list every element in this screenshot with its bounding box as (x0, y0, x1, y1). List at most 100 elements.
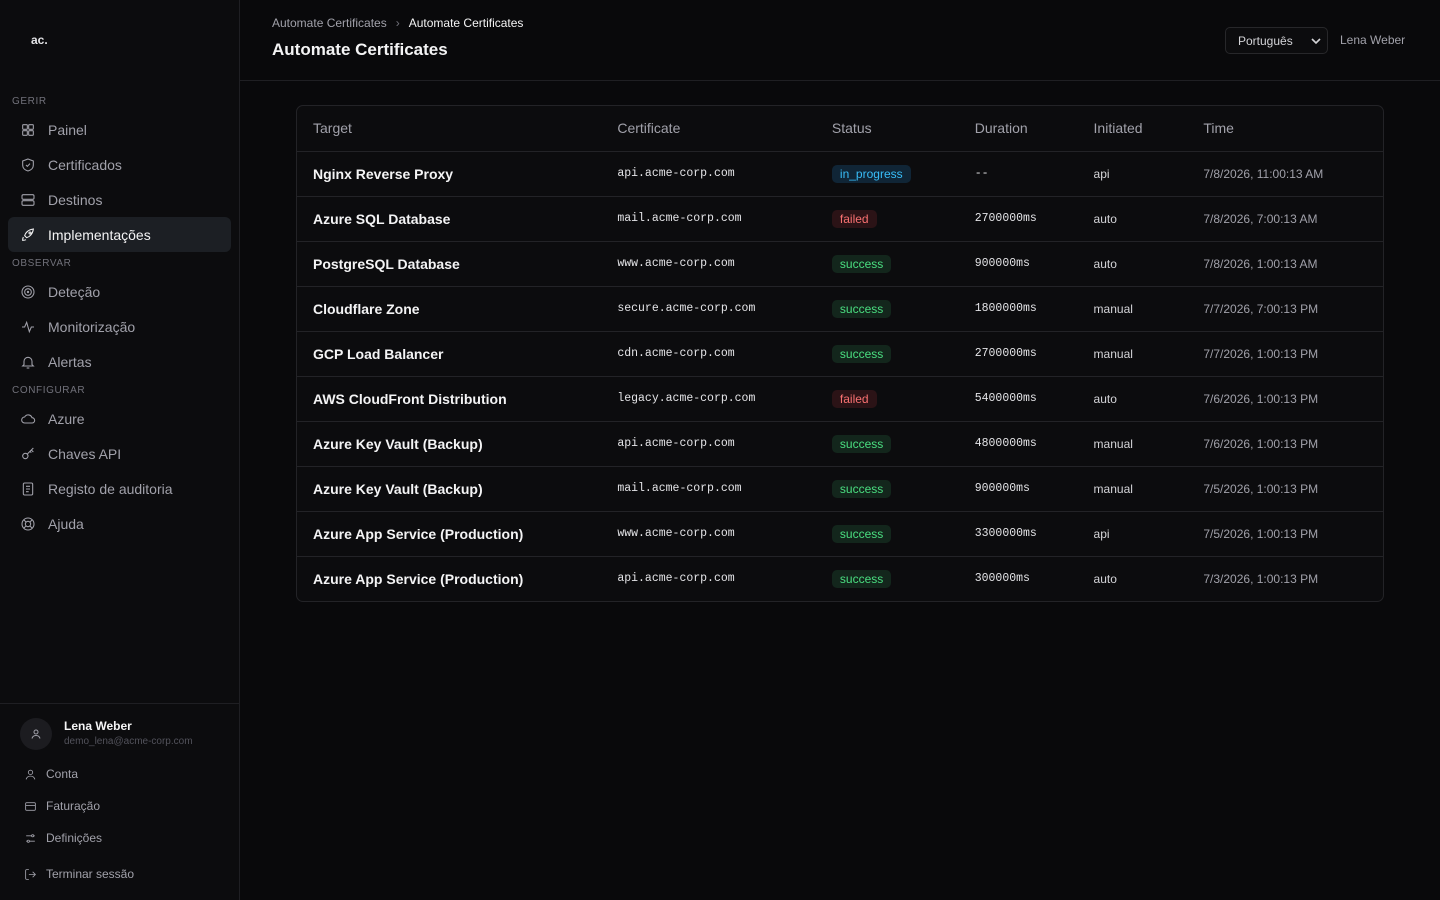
nav-icon (22, 481, 34, 496)
table-cell: 4800000ms (974, 421, 1094, 467)
language-select[interactable]: Português (1225, 27, 1328, 54)
link-label: Terminar sessão (46, 867, 135, 881)
table-cell: api (1093, 151, 1204, 197)
table-row[interactable]: Nginx Reverse Proxy api.acme-corp.com in_p… (297, 151, 1383, 197)
header-user[interactable]: Lena Weber (1340, 33, 1406, 47)
cell-text: mail.acme-corp.com (617, 212, 742, 225)
table-row[interactable]: Azure SQL Database mail.acme-corp.com fail… (297, 196, 1383, 242)
deployments-table: Target Certificate Status Duration Initiated… (297, 106, 1383, 601)
breadcrumb-item[interactable]: Automate Certificates (272, 16, 387, 30)
table-row[interactable]: GCP Load Balancer cdn.acme-corp.com succes… (297, 331, 1383, 377)
table-head: Target Certificate Status Duration Initiated… (297, 106, 1383, 152)
cell-text: www.acme-corp.com (617, 527, 735, 540)
status-badge: success (831, 434, 892, 453)
settings-link[interactable]: Definições (24, 831, 102, 845)
nav-item[interactable]: Ajuda (8, 506, 231, 541)
header-row: Target Certificate Status Duration Initiated… (297, 106, 1383, 152)
nav-item[interactable]: Painel (8, 112, 231, 147)
nav-label: Azure (48, 410, 85, 427)
table-cell: mail.acme-corp.com (617, 466, 832, 512)
breadcrumb-item: Automate Certificates (408, 16, 524, 30)
table-row[interactable]: Cloudflare Zone secure.acme-corp.com succe… (297, 286, 1383, 332)
table-cell: success (831, 556, 975, 601)
table-cell: 5400000ms (974, 376, 1094, 422)
status-badge: success (831, 479, 892, 498)
column-header: Time (1203, 106, 1383, 152)
cell-text: PostgreSQL Database (313, 255, 460, 272)
nav-label: Registo de auditoria (48, 480, 173, 497)
cell-text: 900000ms (974, 482, 1030, 495)
nav-icon (22, 123, 34, 136)
table-row[interactable]: Azure App Service (Production) www.acme-c… (297, 511, 1383, 557)
table-row[interactable]: Azure Key Vault (Backup) mail.acme-corp.c… (297, 466, 1383, 512)
table-cell: 7/5/2026, 1:00:13 PM (1203, 466, 1383, 512)
cell-text: 7/5/2026, 1:00:13 PM (1203, 526, 1319, 541)
cell-text: Cloudflare Zone (313, 300, 420, 317)
nav-item[interactable]: Alertas (8, 344, 231, 379)
column-header: Initiated (1093, 106, 1204, 152)
table-cell: GCP Load Balancer (297, 331, 618, 377)
cell-text: 4800000ms (974, 437, 1037, 450)
status-badge: success (831, 569, 892, 588)
table-cell: Azure App Service (Production) (297, 511, 618, 557)
nav-item[interactable]: Chaves API (8, 436, 231, 471)
table-cell: AWS CloudFront Distribution (297, 376, 618, 422)
cell-text: api (1093, 526, 1110, 541)
table-cell: 7/7/2026, 7:00:13 PM (1203, 286, 1383, 332)
table-cell: auto (1094, 556, 1204, 601)
billing-link[interactable]: Faturação (24, 799, 100, 813)
nav-item[interactable]: Destinos (8, 182, 231, 217)
table-cell: 7/6/2026, 1:00:13 PM (1203, 376, 1383, 422)
cell-text: -- (974, 167, 989, 180)
cell-text: 7/8/2026, 7:00:13 AM (1203, 211, 1318, 226)
cell-text: 300000ms (974, 572, 1030, 586)
table-cell: 7/7/2026, 1:00:13 PM (1203, 331, 1383, 377)
table-cell: www.acme-corp.com (617, 511, 832, 557)
table-cell: legacy.acme-corp.com (617, 376, 832, 422)
table-row[interactable]: PostgreSQL Database www.acme-corp.com succ… (297, 241, 1383, 287)
link-label: Definições (46, 831, 103, 845)
logo[interactable]: ac. (31, 33, 48, 47)
nav-item[interactable]: Monitorização (8, 309, 231, 344)
nav-label: Deteção (48, 283, 101, 300)
nav-label: Certificados (48, 156, 122, 173)
table-cell: success (831, 466, 975, 512)
table-cell: 2700000ms (974, 196, 1094, 242)
cell-text: manual (1093, 346, 1133, 361)
cell-text: 7/6/2026, 1:00:13 PM (1203, 436, 1319, 451)
nav-item[interactable]: Deteção (8, 274, 231, 309)
nav-section-label: GERIR (12, 96, 47, 107)
table-row[interactable]: Azure App Service (Production) api.acme-c… (297, 556, 1383, 601)
table-cell: -- (974, 151, 1094, 197)
cell-text: Azure App Service (Production) (313, 570, 524, 587)
table-row[interactable]: AWS CloudFront Distribution legacy.acme-c… (297, 376, 1383, 422)
cell-text: 900000ms (974, 257, 1030, 270)
status-badge: in_progress (831, 164, 911, 183)
nav-label: Painel (48, 121, 87, 138)
column-label: Initiated (1093, 120, 1143, 137)
cell-text: manual (1093, 301, 1133, 316)
table-cell: manual (1093, 331, 1204, 377)
table-cell: success (831, 421, 975, 467)
nav-icon (21, 193, 35, 206)
nav-item[interactable]: Implementações (8, 217, 231, 252)
column-label: Time (1203, 120, 1234, 137)
cell-text: auto (1093, 256, 1117, 271)
nav-item[interactable]: Certificados (8, 147, 231, 182)
nav-icon (21, 516, 35, 531)
nav-item[interactable]: Registo de auditoria (8, 471, 231, 506)
cell-text: Nginx Reverse Proxy (313, 165, 454, 182)
language-value: Português (1238, 34, 1293, 48)
table-cell: 3300000ms (974, 511, 1094, 557)
nav-item[interactable]: Azure (8, 401, 231, 436)
cell-text: 7/8/2026, 1:00:13 AM (1203, 256, 1318, 271)
account-link[interactable]: Conta (24, 767, 78, 781)
table-row[interactable]: Azure Key Vault (Backup) api.acme-corp.co… (297, 421, 1383, 467)
logout-link[interactable]: Terminar sessão (24, 867, 134, 881)
table-cell: api (1093, 511, 1204, 557)
avatar[interactable] (20, 718, 52, 750)
column-label: Duration (974, 120, 1028, 137)
breadcrumb-separator: › (395, 16, 400, 30)
table-cell: success (831, 511, 975, 557)
